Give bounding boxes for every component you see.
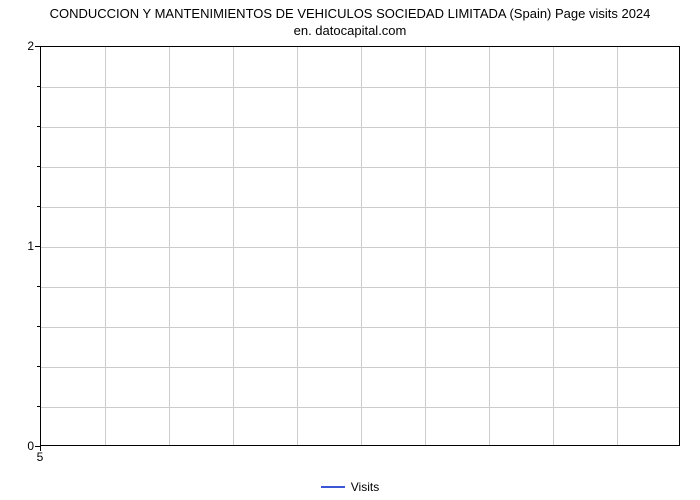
gridline-vertical [617,47,618,445]
ytick-label: 2 [4,39,34,53]
ytick-minor [37,166,40,167]
gridline-horizontal [41,287,679,288]
gridline-vertical [105,47,106,445]
ytick-minor [37,126,40,127]
gridline-horizontal [41,407,679,408]
legend-swatch-visits [321,486,345,488]
ytick-mark [35,46,40,47]
ytick-minor [37,86,40,87]
gridline-vertical [489,47,490,445]
gridline-vertical [297,47,298,445]
gridline-horizontal [41,167,679,168]
gridline-vertical [169,47,170,445]
gridline-horizontal [41,327,679,328]
ytick-minor [37,286,40,287]
ytick-label: 0 [4,439,34,453]
chart-title: CONDUCCION Y MANTENIMIENTOS DE VEHICULOS… [0,0,700,42]
gridline-horizontal [41,247,679,248]
gridline-horizontal [41,87,679,88]
gridline-vertical [425,47,426,445]
gridline-vertical [553,47,554,445]
xtick-label: 5 [37,450,44,464]
legend-label-visits: Visits [351,480,379,494]
ytick-minor [37,366,40,367]
gridline-horizontal [41,207,679,208]
ytick-minor [37,326,40,327]
gridline-horizontal [41,367,679,368]
gridline-vertical [233,47,234,445]
gridline-vertical [361,47,362,445]
ytick-mark [35,246,40,247]
plot-wrap: 0125 [40,46,680,446]
gridline-horizontal [41,127,679,128]
ytick-minor [37,406,40,407]
plot-area [40,46,680,446]
ytick-label: 1 [4,239,34,253]
chart-container: CONDUCCION Y MANTENIMIENTOS DE VEHICULOS… [0,0,700,500]
ytick-minor [37,206,40,207]
legend: Visits [0,479,700,494]
